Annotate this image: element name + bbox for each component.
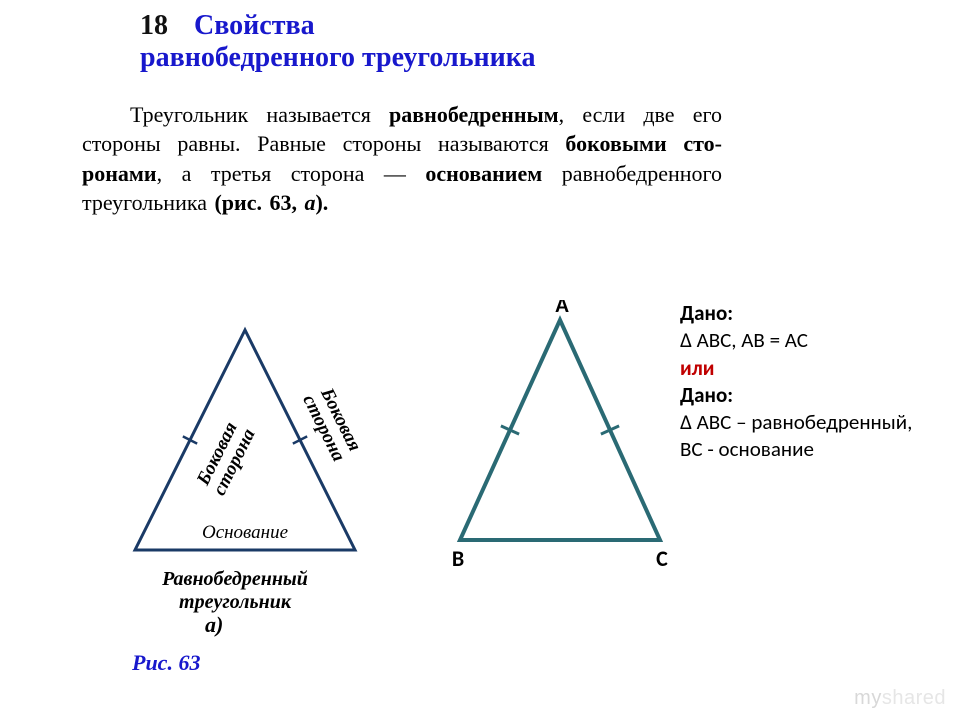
p-text: , а третья сторона —	[157, 161, 426, 186]
p-bold: равно­бедренным	[389, 102, 559, 127]
svg-text:B: B	[452, 545, 464, 572]
given-heading: Дано:	[680, 300, 960, 327]
given-or: или	[680, 355, 960, 382]
watermark-a: my	[854, 687, 882, 709]
given-block: Дано: ∆ ABC, AB = AC или Дано: ∆ ABC – р…	[680, 300, 960, 464]
svg-text:A: A	[555, 300, 569, 318]
figure-number: Рис. 63	[132, 650, 200, 676]
heading-line1: Свойства	[194, 10, 315, 41]
p-text: Треугольник называется	[130, 102, 389, 127]
given-heading: Дано:	[680, 382, 960, 409]
svg-text:Основание: Основание	[202, 522, 288, 543]
given-line: ∆ ABC – равнобедренный,	[680, 409, 960, 436]
given-line: BC - основание	[680, 436, 960, 463]
watermark-b: shared	[882, 687, 946, 709]
svg-text:C: C	[656, 545, 668, 572]
heading-line2: равнобедренного треугольника	[140, 42, 536, 73]
figure-triangle-abc: A B C	[445, 300, 675, 580]
subfigure-label: а)	[205, 612, 223, 638]
given-line: ∆ ABC, AB = AC	[680, 327, 960, 354]
p-bold: ).	[315, 190, 328, 215]
p-italic: а	[304, 190, 315, 215]
p-bold: (рис. 63,	[214, 190, 304, 215]
p-bold: основанием	[425, 161, 542, 186]
section-number: 18	[140, 10, 168, 41]
figure-isosceles-labeled: Боковая сторона Боковая сторона Основани…	[85, 310, 405, 690]
watermark: myshared	[854, 687, 946, 710]
definition-paragraph: Треугольник называется равно­бедренным , …	[82, 100, 722, 218]
figure-caption: Равнобедренный треугольник	[135, 568, 335, 614]
section-heading: 18 Свойства равнобедренного треугольника	[140, 10, 700, 74]
